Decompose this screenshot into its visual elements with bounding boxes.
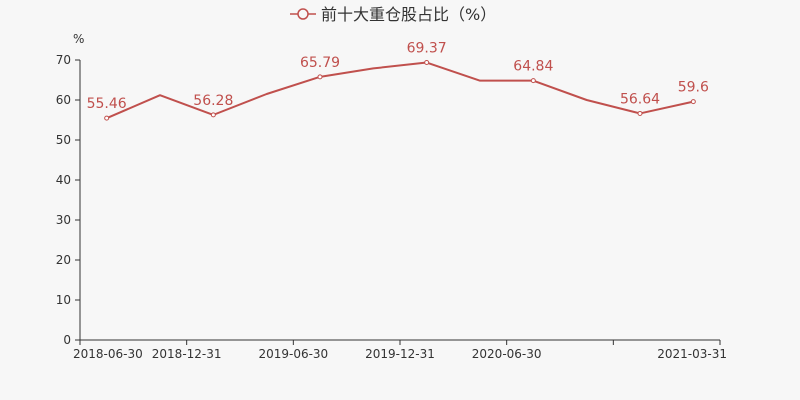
- legend-marker-icon: [298, 9, 308, 19]
- x-tick-label: 2019-12-31: [365, 347, 435, 361]
- data-point[interactable]: [105, 116, 109, 120]
- y-axis-unit: %: [73, 32, 84, 46]
- x-tick-label: 2018-06-30: [73, 347, 143, 361]
- data-label: 56.64: [620, 91, 660, 107]
- data-point[interactable]: [691, 100, 695, 104]
- data-label: 56.28: [193, 93, 233, 109]
- data-label: 55.46: [87, 96, 127, 112]
- series-group: [105, 61, 696, 121]
- data-point[interactable]: [531, 79, 535, 83]
- x-tick-label: 2019-06-30: [258, 347, 328, 361]
- y-axis: 0 10 20 30 40 50 60 70: [56, 53, 80, 347]
- data-label: 64.84: [513, 59, 553, 75]
- data-label: 65.79: [300, 55, 340, 71]
- y-tick-label: 60: [56, 93, 71, 107]
- data-labels: 55.46 56.28 65.79 69.37 64.84 56.64 59.6: [87, 41, 709, 113]
- x-tick-label: 2018-12-31: [152, 347, 222, 361]
- data-point[interactable]: [638, 111, 642, 115]
- data-point[interactable]: [318, 75, 322, 79]
- x-tick-label: 2021-03-31: [657, 347, 727, 361]
- legend-label: 前十大重仓股占比（%）: [321, 5, 496, 24]
- y-tick-label: 10: [56, 293, 71, 307]
- data-label: 69.37: [407, 41, 447, 57]
- data-point[interactable]: [425, 61, 429, 65]
- data-point[interactable]: [211, 113, 215, 117]
- legend[interactable]: 前十大重仓股占比（%）: [290, 5, 496, 24]
- y-tick-label: 30: [56, 213, 71, 227]
- y-tick-label: 50: [56, 133, 71, 147]
- y-tick-label: 70: [56, 53, 71, 67]
- y-tick-label: 0: [63, 333, 71, 347]
- y-tick-label: 20: [56, 253, 71, 267]
- x-tick-label: 2020-06-30: [472, 347, 542, 361]
- y-tick-label: 40: [56, 173, 71, 187]
- series-line: [107, 63, 694, 119]
- x-axis: 2018-06-30 2018-12-31 2019-06-30 2019-12-31…: [73, 340, 727, 361]
- data-label: 59.6: [678, 80, 709, 96]
